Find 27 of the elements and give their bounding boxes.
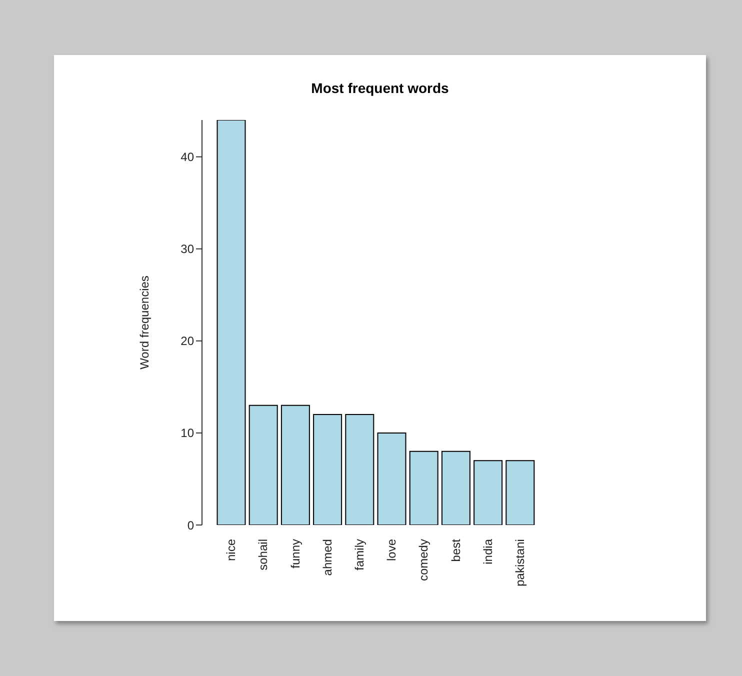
bar — [474, 460, 503, 525]
x-tick-label: sohail — [256, 539, 270, 570]
bar — [313, 414, 342, 525]
y-tick-label: 20 — [180, 334, 194, 348]
bar — [216, 120, 246, 525]
y-tick-label: 0 — [187, 518, 194, 532]
x-tick-label: nice — [224, 538, 238, 562]
x-tick-label: funny — [288, 539, 302, 568]
x-tick-label: family — [352, 539, 366, 570]
x-tick-label: comedy — [416, 539, 431, 582]
bar — [441, 450, 470, 525]
bar — [345, 414, 374, 525]
x-tick-label: love — [384, 538, 399, 562]
bar — [409, 450, 438, 525]
x-tick-label: pakistani — [512, 539, 527, 586]
bar — [280, 404, 310, 525]
y-tick-label: 40 — [180, 150, 194, 164]
bar — [248, 404, 278, 525]
x-tick-label: best — [448, 538, 463, 562]
chart-title: Most frequent words — [310, 80, 450, 96]
y-axis-title: Word frequencies — [137, 276, 152, 370]
bar — [506, 460, 535, 525]
bar — [377, 432, 406, 525]
y-tick-label: 10 — [180, 426, 194, 440]
x-tick-label: ahmed — [320, 539, 334, 576]
x-tick-label: india — [480, 538, 495, 564]
y-tick-label: 30 — [180, 242, 194, 256]
